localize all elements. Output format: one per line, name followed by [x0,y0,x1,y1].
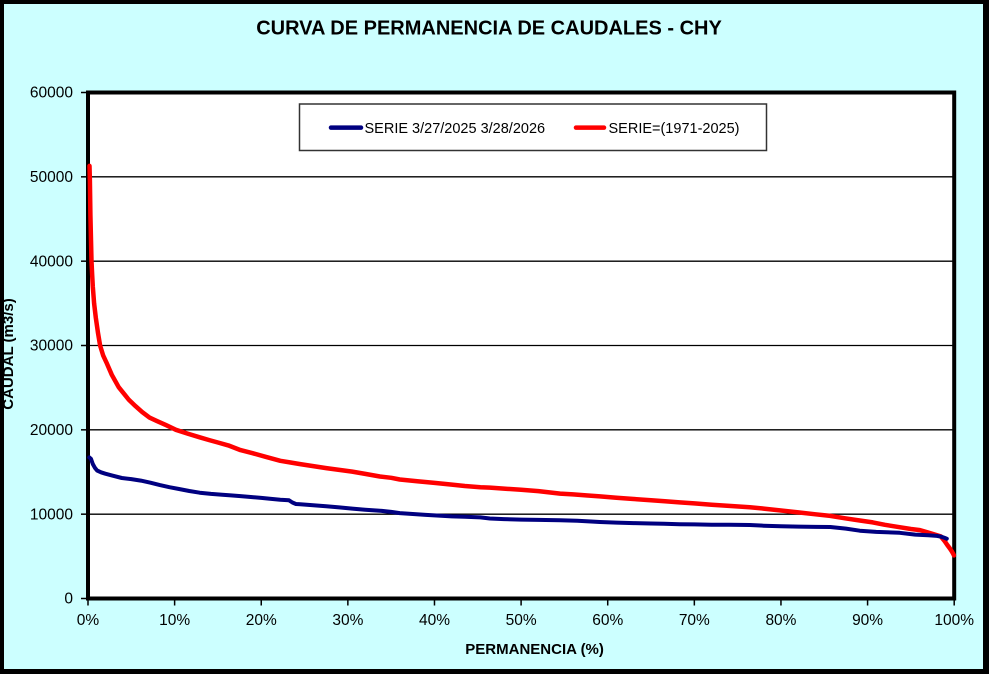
svg-text:10000: 10000 [30,506,73,523]
svg-text:10%: 10% [159,612,190,629]
svg-text:50%: 50% [506,612,537,629]
svg-text:CURVA DE PERMANENCIA DE CAUDAL: CURVA DE PERMANENCIA DE CAUDALES - CHY [256,18,722,40]
svg-text:70%: 70% [679,612,710,629]
svg-text:40000: 40000 [30,253,73,270]
svg-text:60%: 60% [592,612,623,629]
svg-text:CAUDAL (m3/s): CAUDAL (m3/s) [0,298,17,409]
svg-text:0%: 0% [77,612,100,629]
svg-text:40%: 40% [419,612,450,629]
svg-text:SERIE 3/27/2025 3/28/2026: SERIE 3/27/2025 3/28/2026 [365,121,546,137]
svg-text:50000: 50000 [30,169,73,186]
svg-text:0: 0 [64,591,73,608]
svg-text:30%: 30% [332,612,363,629]
svg-text:20%: 20% [246,612,277,629]
svg-text:30000: 30000 [30,338,73,355]
svg-text:90%: 90% [852,612,883,629]
svg-text:80%: 80% [765,612,796,629]
svg-text:60000: 60000 [30,85,73,102]
svg-text:SERIE=(1971-2025): SERIE=(1971-2025) [609,121,740,137]
svg-text:100%: 100% [934,612,974,629]
svg-text:PERMANENCIA (%): PERMANENCIA (%) [465,641,604,658]
svg-text:20000: 20000 [30,422,73,439]
